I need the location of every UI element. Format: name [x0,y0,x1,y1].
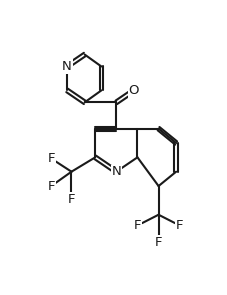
Text: N: N [111,165,121,178]
Text: F: F [68,193,75,206]
Text: F: F [47,180,55,193]
Text: O: O [129,84,139,97]
Text: F: F [155,236,162,249]
Text: F: F [134,219,141,232]
Text: F: F [176,219,183,232]
Text: F: F [47,152,55,165]
Text: N: N [62,60,72,73]
